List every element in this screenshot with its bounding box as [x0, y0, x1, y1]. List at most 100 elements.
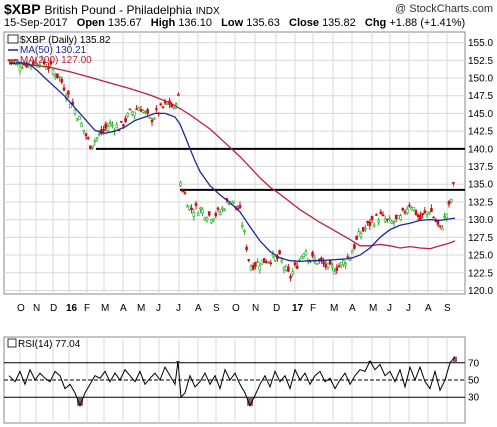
price-bar-body [53, 75, 57, 78]
exchange-label: INDX [195, 6, 220, 17]
price-bar-body [155, 108, 158, 110]
y-tick-label: 147.5 [468, 91, 493, 102]
price-bar-body [144, 111, 147, 113]
price-bar-body [273, 256, 277, 261]
price-bar-body [243, 230, 246, 233]
price-bar-body [408, 204, 411, 207]
price-bar-body [196, 213, 200, 216]
price-bar-body [150, 119, 154, 123]
price-bar-body [449, 199, 453, 202]
price-bar-body [414, 210, 418, 216]
price-bar-body [126, 112, 130, 117]
price-bar-body [185, 205, 189, 208]
price-bar-body [108, 122, 112, 124]
price-bar-body [416, 214, 420, 218]
price-bar-body [421, 213, 424, 216]
x-tick-label: M [369, 303, 377, 314]
x-tick-label: J [387, 303, 392, 314]
price-bar-body [82, 129, 86, 132]
price-bar-body [128, 108, 132, 111]
open-label: Open [76, 17, 105, 29]
ma50-line [8, 61, 456, 263]
y-tick-label: 130.0 [468, 215, 493, 226]
price-bar-body [84, 133, 88, 137]
price-bar-body [221, 207, 224, 210]
price-bar-body [95, 137, 99, 139]
price-bar-body [194, 203, 198, 206]
price-bar-body [249, 266, 253, 271]
price-bar-body [304, 251, 308, 256]
price-bar-body [161, 106, 165, 108]
price-bar-body [386, 218, 389, 221]
chg-value: +1.88 (+1.41%) [389, 17, 466, 29]
price-bar-body [42, 60, 46, 65]
price-bar-body [192, 212, 196, 217]
x-tick-label: O [17, 303, 25, 314]
close-label: Close [289, 17, 319, 29]
price-bar-body [199, 207, 202, 210]
price-bar-body [177, 94, 180, 96]
price-bar-body [135, 108, 138, 111]
price-bar-body [201, 209, 204, 214]
price-bar-body [245, 246, 248, 250]
price-bar-body [328, 260, 332, 265]
x-tick-label: D [50, 303, 57, 314]
x-tick-label: F [310, 303, 316, 314]
price-bar-body [381, 214, 385, 216]
price-bar-body [172, 107, 176, 110]
price-bar-body [383, 218, 387, 223]
x-tick-label: S [213, 303, 220, 314]
x-tick-label: 17 [292, 303, 304, 314]
price-bar-body [412, 207, 416, 211]
x-tick-label: N [252, 303, 259, 314]
price-bar-body [262, 258, 266, 263]
price-bar-body [326, 262, 330, 268]
rsi-oversold-fill [247, 397, 253, 406]
y-tick-label: 122.5 [468, 268, 493, 279]
price-bar-body [115, 124, 119, 129]
price-bar-body [278, 250, 281, 255]
price-bar-body [51, 69, 55, 75]
price-bar-body [159, 103, 163, 106]
price-bar-body [179, 182, 182, 186]
price-bar-body [405, 208, 409, 214]
rsi-oversold-fill [77, 397, 83, 406]
price-bar-body [210, 219, 213, 224]
price-bar-body [265, 261, 268, 264]
price-bar-body [322, 261, 325, 265]
legend-ma200-text: MA(200) 127.00 [20, 55, 92, 66]
price-bar-body [139, 109, 143, 112]
rsi-line [8, 356, 456, 408]
x-tick-label: J [176, 303, 181, 314]
y-tick-label: 135.0 [468, 180, 493, 191]
price-bar-body [357, 231, 361, 236]
legend-rsi-text: RSI(14) 77.04 [18, 339, 81, 350]
price-bar-body [361, 227, 365, 232]
x-tick-label: A [195, 303, 202, 314]
price-bar-body [324, 263, 328, 268]
price-bar-body [207, 211, 211, 216]
high-value: 136.10 [178, 17, 212, 29]
price-bar-body [390, 221, 394, 224]
price-bar-body [258, 265, 262, 271]
y-tick-label: 142.5 [468, 127, 493, 138]
price-bar-body [130, 111, 134, 115]
price-bar-body [12, 60, 15, 63]
price-bar-body [375, 214, 378, 216]
price-bar-body [284, 265, 288, 271]
low-label: Low [221, 17, 244, 29]
price-bar-body [227, 203, 231, 206]
price-bar-body [335, 267, 339, 271]
price-bar-body [394, 214, 398, 219]
y-tick-label: 127.5 [468, 233, 493, 244]
price-bar-body [111, 124, 114, 127]
price-bar-body [282, 267, 286, 270]
price-bar-body [443, 216, 446, 218]
x-tick-label: J [406, 303, 411, 314]
price-bar-body [392, 221, 396, 224]
rsi-tick-label: 30 [468, 393, 480, 404]
price-bar-body [368, 221, 372, 226]
price-bar-body [427, 212, 431, 215]
price-bar-body [49, 60, 53, 65]
